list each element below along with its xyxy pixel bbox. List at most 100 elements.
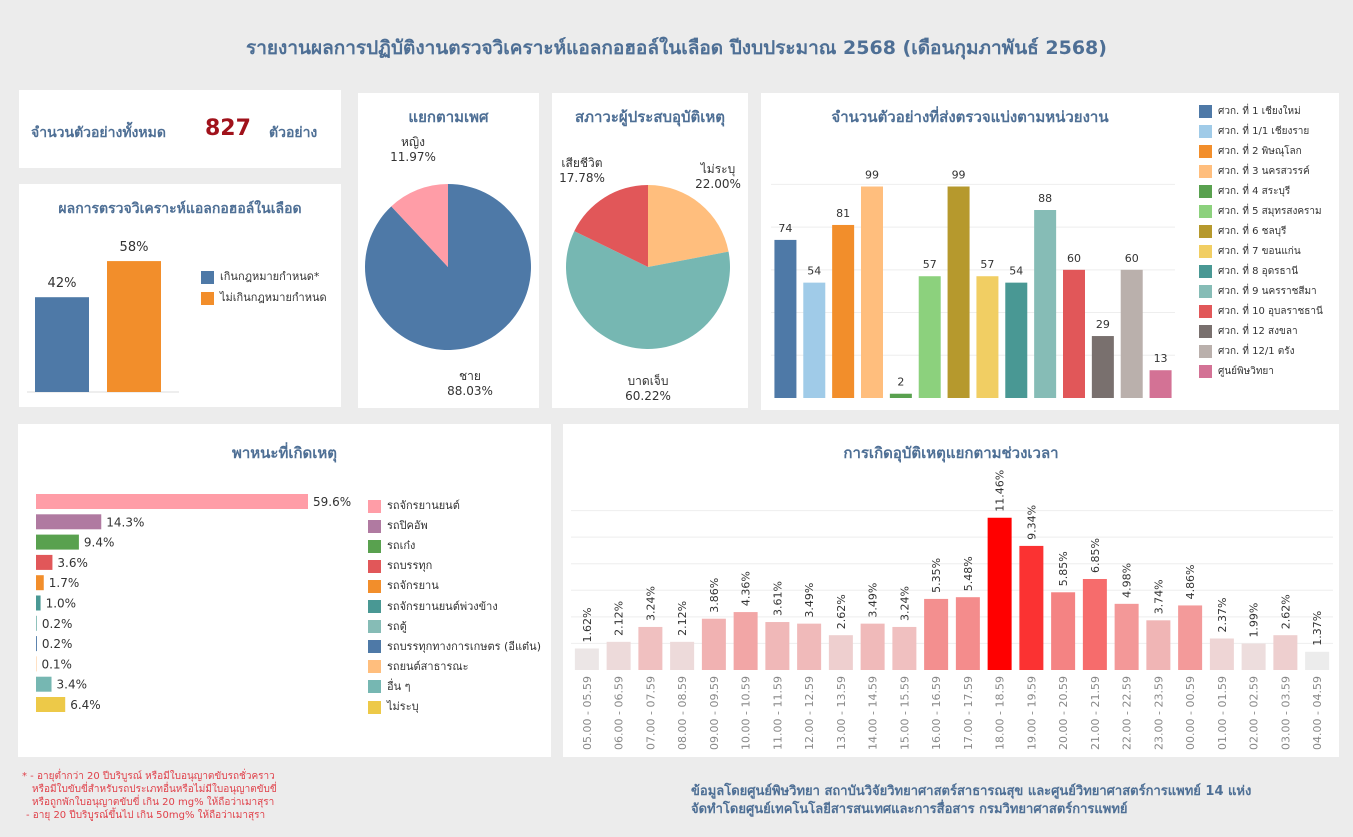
bar-value-label: 3.24% bbox=[644, 586, 657, 621]
bar-value-label: 3.6% bbox=[57, 556, 88, 570]
footnote-line-4: - อายุ 20 ปีบริบูรณ์ขึ้นไป เกิน 50mg% ให… bbox=[26, 810, 266, 821]
legend-item: ศวก. ที่ 5 สมุทรสงคราม bbox=[1199, 204, 1322, 219]
total-panel: จำนวนตัวอย่างทั้งหมด 827 ตัวอย่าง bbox=[19, 90, 341, 168]
bar-value-label: 6.85% bbox=[1089, 538, 1102, 573]
x-tick-label: 10.00 - 10.59 bbox=[740, 676, 753, 750]
units-chart: 74 54 81 99 2 57 99 57 54 88 60 29 60 13 bbox=[771, 169, 1175, 398]
bar bbox=[1178, 605, 1203, 670]
bar-value-label: 29 bbox=[1096, 318, 1110, 331]
bar bbox=[701, 618, 726, 670]
legend-swatch bbox=[1199, 324, 1212, 338]
bar bbox=[638, 626, 663, 670]
legend-swatch bbox=[1199, 224, 1212, 238]
pie-category-label: หญิง bbox=[401, 135, 425, 149]
bar-value-label: 60 bbox=[1125, 252, 1139, 265]
legend-item: ศวก. ที่ 1 เชียงใหม่ bbox=[1199, 104, 1301, 119]
status-chart: ไม่ระบุ22.00% บาดเจ็บ60.22% เสียชีวิต17.78… bbox=[559, 156, 741, 403]
legend-item: เกินกฎหมายกำหนด* bbox=[201, 267, 319, 285]
x-tick-label: 23.00 - 23.59 bbox=[1152, 676, 1165, 750]
units-panel: จำนวนตัวอย่างที่ส่งตรวจแบ่งตามหน่วยงาน 7… bbox=[761, 93, 1339, 410]
legend-swatch bbox=[368, 620, 381, 634]
bar bbox=[1005, 282, 1028, 398]
legend-label: รถจักรยานยนต์ bbox=[387, 499, 460, 512]
x-tick-label: 11.00 - 11.59 bbox=[771, 676, 784, 750]
pie-category-label: บาดเจ็บ bbox=[628, 373, 669, 388]
footnote: * - อายุต่ำกว่า 20 ปีบริบูรณ์ หรือมีใบอน… bbox=[22, 770, 322, 822]
bar bbox=[976, 276, 999, 398]
bar-value-label: 4.86% bbox=[1184, 564, 1197, 599]
pie-value-label: 60.22% bbox=[625, 389, 671, 403]
bar bbox=[1209, 638, 1234, 670]
bar-value-label: 99 bbox=[952, 169, 966, 182]
pie-value-label: 22.00% bbox=[695, 177, 741, 191]
legend-label: เกินกฎหมายกำหนด* bbox=[220, 270, 320, 283]
legend-swatch bbox=[201, 270, 214, 284]
legend-swatch bbox=[1199, 244, 1212, 258]
footnote-line-2: หรือมีใบขับขี่สำหรับรถประเภทอื่นหรือไม่ม… bbox=[32, 784, 277, 795]
vehicle-panel: พาหนะที่เกิดเหตุ 59.6% 14.3% 9.4% 3.6% 1.7% 1… bbox=[18, 424, 551, 757]
bar bbox=[889, 393, 912, 398]
legend-swatch bbox=[368, 600, 381, 613]
legend-item: ศวก. ที่ 7 ขอนแก่น bbox=[1199, 244, 1301, 259]
pie-value-label: 88.03% bbox=[447, 384, 493, 398]
bar-value-label: 2.12% bbox=[613, 601, 626, 636]
bar-value-label: 2.12% bbox=[676, 601, 689, 636]
legend-label: ศวก. ที่ 9 นครราชสีมา bbox=[1218, 286, 1317, 297]
total-unit: ตัวอย่าง bbox=[269, 125, 318, 141]
bar-value-label: 11.46% bbox=[994, 470, 1007, 512]
legend-label: ศวก. ที่ 7 ขอนแก่น bbox=[1218, 246, 1301, 257]
x-tick-label: 20.00 - 20.59 bbox=[1057, 676, 1070, 750]
legend-swatch bbox=[1199, 124, 1212, 138]
bar-value-label: 4.36% bbox=[740, 571, 753, 606]
page-title: รายงานผลการปฏิบัติงานตรวจวิเคราะห์แอลกอฮ… bbox=[246, 37, 1107, 59]
bar bbox=[36, 676, 52, 692]
bar-value-label: 0.2% bbox=[42, 617, 73, 631]
x-tick-label: 21.00 - 21.59 bbox=[1089, 676, 1102, 750]
bar-value-label: 3.86% bbox=[708, 578, 721, 613]
bar bbox=[36, 575, 44, 591]
credit-line-1: ข้อมูลโดยศูนย์พิษวิทยา สถาบันวิจัยวิทยาศ… bbox=[691, 784, 1252, 799]
bar bbox=[36, 595, 41, 611]
bar-value-label: 6.4% bbox=[70, 698, 101, 712]
legend-label: ไม่เกินกฎหมายกำหนด bbox=[220, 291, 327, 304]
gender-panel: แยกตามเพศ ชาย 88.03% หญิง 11.97% bbox=[358, 93, 539, 408]
bar-value-label: 5.85% bbox=[1057, 551, 1070, 586]
bar bbox=[832, 224, 855, 398]
bar bbox=[36, 615, 37, 631]
bar bbox=[861, 186, 883, 398]
x-tick-label: 14.00 - 14.59 bbox=[867, 676, 880, 750]
bar bbox=[1146, 620, 1171, 670]
bar-value-label: 60 bbox=[1067, 252, 1081, 265]
bar bbox=[1082, 578, 1107, 670]
legend-label: ไม่ระบุ bbox=[387, 700, 419, 713]
legend-label: ศวก. ที่ 12/1 ตรัง bbox=[1218, 346, 1295, 357]
status-panel: สภาวะผู้ประสบอุบัติเหตุ ไม่ระบุ 22.00% บาด… bbox=[552, 93, 748, 408]
vehicle-chart-title: พาหนะที่เกิดเหตุ bbox=[231, 444, 338, 462]
legend-label: ศวก. ที่ 6 ชลบุรี bbox=[1218, 226, 1287, 237]
bar-value-label: 81 bbox=[836, 207, 850, 220]
x-tick-label: 06.00 - 06.59 bbox=[613, 676, 626, 750]
bar bbox=[1241, 643, 1266, 670]
bar-value-label: 4.98% bbox=[1121, 563, 1134, 598]
bar bbox=[828, 635, 853, 670]
legend-swatch bbox=[1199, 304, 1212, 318]
x-tick-label: 00.00 - 00.59 bbox=[1184, 676, 1197, 750]
bar bbox=[36, 697, 66, 712]
bar-value-label: 1.7% bbox=[49, 576, 80, 590]
bar-value-label: 9.4% bbox=[84, 536, 115, 550]
bar-value-label: 42% bbox=[48, 276, 77, 291]
bar-value-label: 54 bbox=[1009, 265, 1023, 278]
legend-label: รถจักรยาน bbox=[387, 579, 439, 593]
legend-label: ศวก. ที่ 1 เชียงใหม่ bbox=[1218, 106, 1301, 117]
legend-item: รถยนต์สาธารณะ bbox=[368, 657, 468, 675]
time-panel: การเกิดอุบัติเหตุแยกตามช่วงเวลา 1.62% 05.… bbox=[563, 424, 1339, 757]
total-label: จำนวนตัวอย่างทั้งหมด bbox=[31, 125, 166, 141]
legend-swatch bbox=[1199, 164, 1212, 178]
bar bbox=[670, 641, 695, 670]
bar bbox=[918, 276, 941, 398]
result-chart-title: ผลการตรวจวิเคราะห์แอลกอฮอล์ในเลือด bbox=[58, 201, 302, 217]
legend-swatch bbox=[368, 579, 381, 593]
time-chart: 1.62% 05.00 - 05.59 2.12% 06.00 - 06.59 3.24… bbox=[571, 470, 1333, 750]
x-tick-label: 08.00 - 08.59 bbox=[676, 676, 689, 750]
x-tick-label: 22.00 - 22.59 bbox=[1121, 676, 1134, 750]
